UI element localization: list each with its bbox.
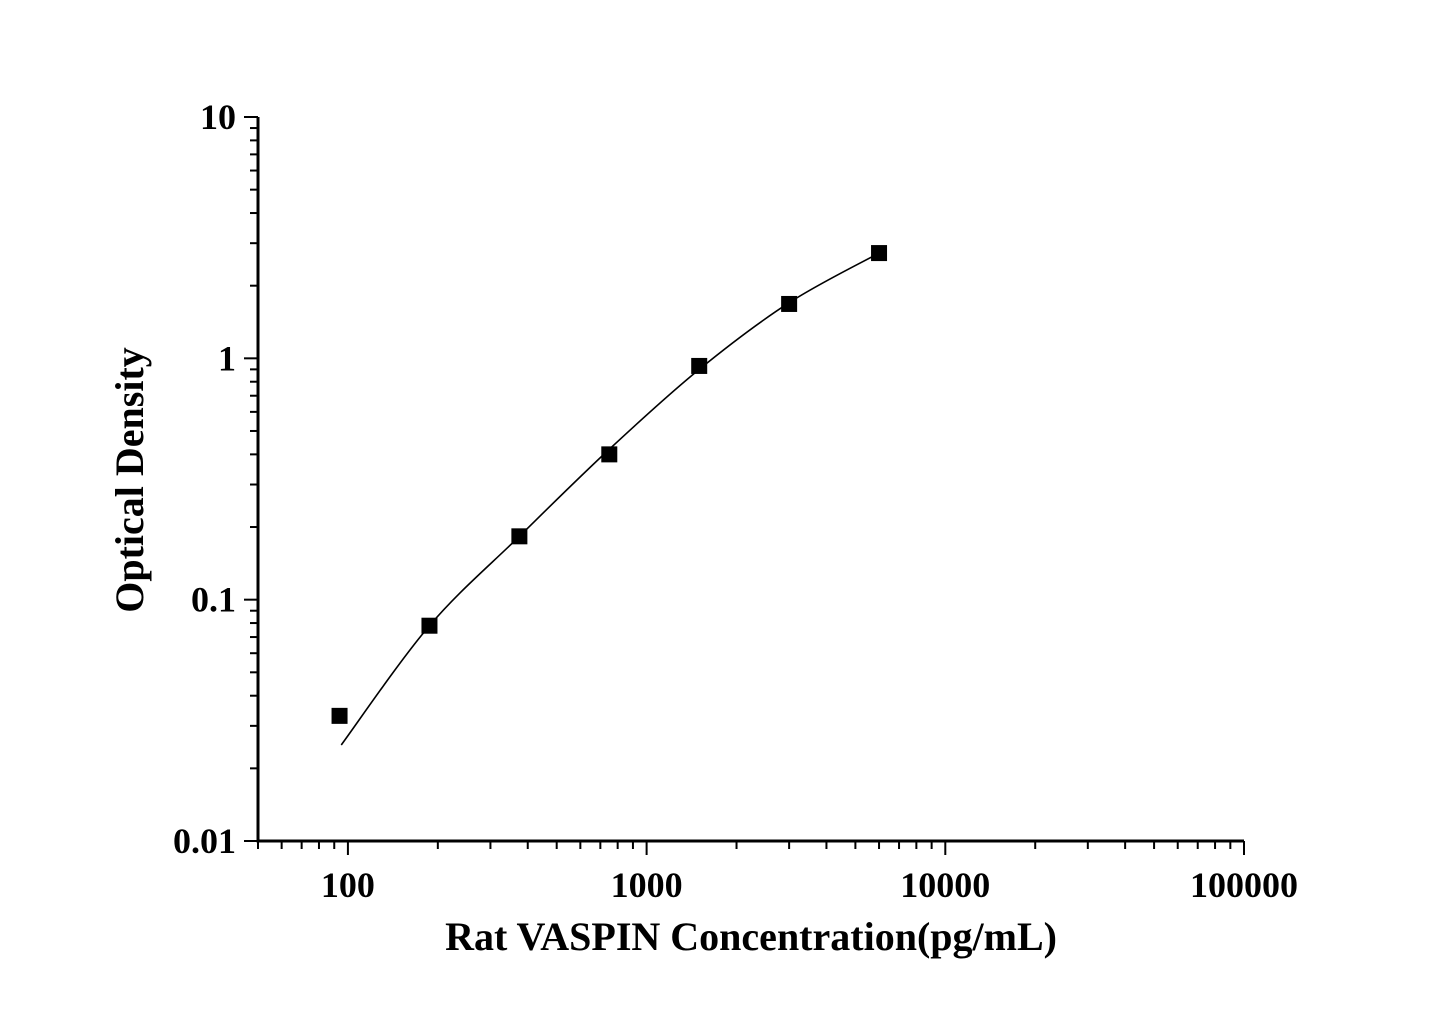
y-tick-label: 10 bbox=[200, 97, 236, 137]
y-tick-label: 0.1 bbox=[191, 580, 236, 620]
y-tick-label: 1 bbox=[218, 338, 236, 378]
data-point bbox=[601, 446, 618, 463]
x-tick-label: 1000 bbox=[611, 865, 683, 905]
data-point bbox=[871, 245, 888, 262]
ticks: 100 1000 10000 100000 0.01 0.1 1 10 bbox=[173, 97, 1298, 905]
data-point bbox=[781, 295, 798, 312]
data-point bbox=[691, 357, 708, 374]
data-point bbox=[511, 528, 528, 545]
y-axis-label: Optical Density bbox=[107, 347, 152, 613]
data-point bbox=[421, 617, 438, 634]
fit-curve bbox=[340, 252, 880, 746]
axes bbox=[256, 117, 1244, 843]
fit-curve-group bbox=[340, 252, 880, 746]
x-axis-label: Rat VASPIN Concentration(pg/mL) bbox=[445, 914, 1057, 959]
y-tick-label: 0.01 bbox=[173, 821, 236, 861]
x-tick-label: 100 bbox=[321, 865, 375, 905]
x-tick-label: 10000 bbox=[900, 865, 990, 905]
data-points bbox=[331, 245, 888, 724]
data-point bbox=[331, 707, 348, 724]
x-tick-label: 100000 bbox=[1190, 865, 1298, 905]
